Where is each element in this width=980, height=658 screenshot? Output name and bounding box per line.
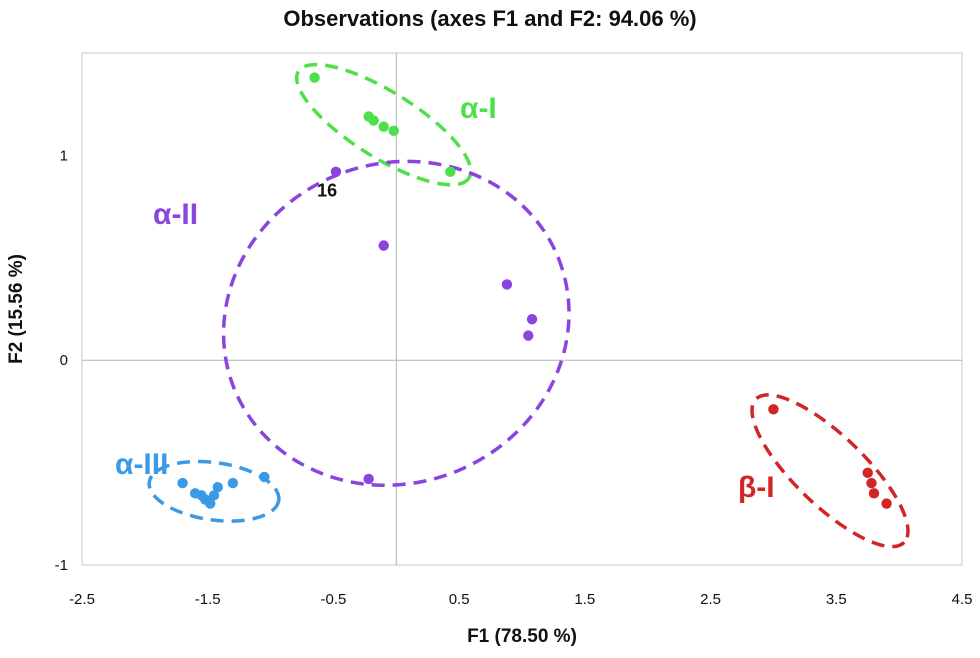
data-point xyxy=(862,467,873,479)
point-annotation: 16 xyxy=(317,180,337,200)
y-axis-label: F2 (15.56 %) xyxy=(6,254,27,364)
x-tick-label: 2.5 xyxy=(700,591,721,608)
data-point xyxy=(378,240,389,251)
data-point xyxy=(309,72,320,83)
group-label: α-II xyxy=(153,198,198,231)
annotations: 16 xyxy=(317,180,337,200)
y-tick-label: 0 xyxy=(60,352,68,369)
data-points xyxy=(177,72,892,509)
group-label: α-I xyxy=(460,92,497,125)
data-point xyxy=(868,488,880,499)
tick-labels: -2.5 -1.5 -0.5 0.5 1.5 2.5 3.5 4.5 -1 0 1 xyxy=(55,147,973,608)
data-point xyxy=(205,498,216,509)
data-point xyxy=(866,477,877,489)
x-axis-label: F1 (78.50 %) xyxy=(467,626,577,647)
x-tick-label: -1.5 xyxy=(195,591,221,608)
group-label: α-III xyxy=(115,448,168,481)
data-point xyxy=(501,279,513,290)
x-tick-label: 3.5 xyxy=(826,591,847,608)
x-tick-label: -2.5 xyxy=(69,591,95,608)
data-point xyxy=(881,498,892,509)
data-point xyxy=(523,330,534,341)
x-tick-label: 4.5 xyxy=(952,591,973,608)
data-point xyxy=(378,121,389,132)
group-labels: α-I α-II α-III β-I xyxy=(115,92,775,504)
data-point xyxy=(330,166,342,177)
data-point xyxy=(363,473,374,485)
y-tick-label: -1 xyxy=(55,557,68,574)
data-point xyxy=(212,481,223,493)
zero-lines xyxy=(82,53,962,565)
data-point xyxy=(208,490,220,501)
group-ellipse xyxy=(147,459,281,523)
data-point xyxy=(526,314,538,325)
x-tick-label: 1.5 xyxy=(574,591,595,608)
data-point xyxy=(368,115,379,126)
data-point xyxy=(227,477,239,489)
plot-area xyxy=(81,52,963,566)
y-tick-label: 1 xyxy=(60,147,68,164)
group-label: β-I xyxy=(738,471,775,504)
group-ellipse xyxy=(294,62,473,187)
chart-title: Observations (axes F1 and F2: 94.06 %) xyxy=(283,6,696,31)
data-point xyxy=(259,471,270,483)
x-tick-label: -0.5 xyxy=(320,591,346,608)
data-point xyxy=(177,477,188,489)
data-point xyxy=(445,166,456,177)
x-tick-label: 0.5 xyxy=(449,591,470,608)
group-ellipse xyxy=(750,393,910,549)
data-point xyxy=(768,404,779,415)
data-point xyxy=(388,125,399,137)
